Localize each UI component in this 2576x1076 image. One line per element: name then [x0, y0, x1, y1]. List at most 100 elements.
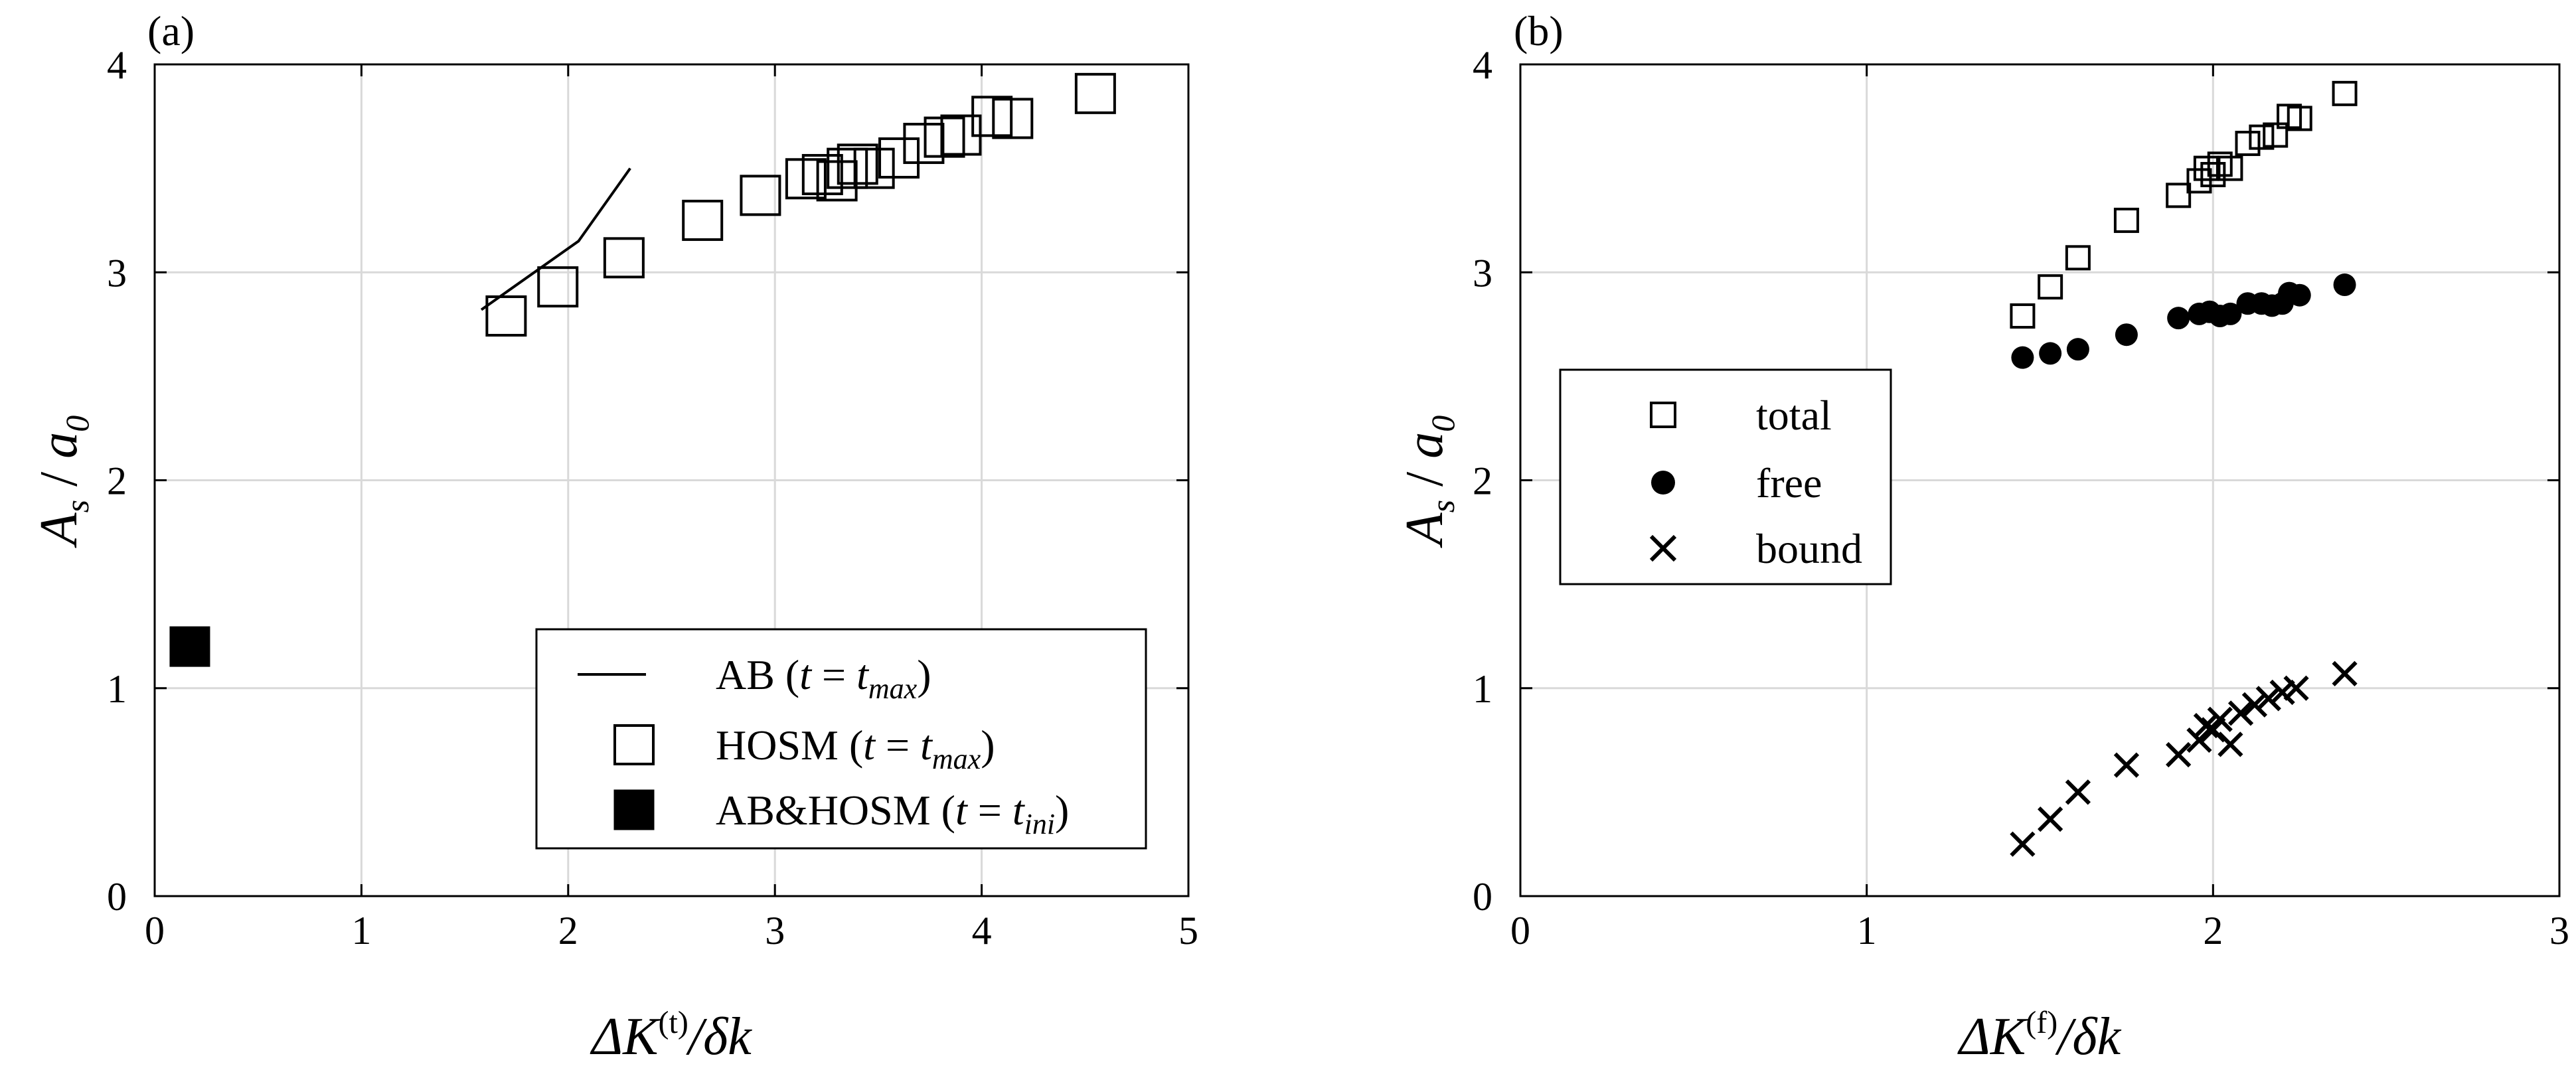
- series-open-square: [2010, 80, 2358, 329]
- data-point: [2235, 131, 2261, 157]
- legend-entry: total: [1756, 392, 1832, 439]
- data-point: [2332, 660, 2358, 686]
- x-tick-label: 1: [351, 909, 371, 953]
- data-point: [537, 266, 579, 308]
- legend-marker-icon: [1650, 402, 1676, 428]
- x-axis-label: ΔK(f)/δk: [1957, 1005, 2122, 1066]
- data-point: [1074, 72, 1116, 114]
- data-point: [2217, 731, 2243, 757]
- y-tick-label: 1: [107, 667, 127, 711]
- series-filled-square: [169, 626, 210, 667]
- data-point: [853, 147, 895, 189]
- data-point: [2167, 307, 2190, 330]
- data-point: [924, 116, 965, 158]
- legend-entry: bound: [1756, 525, 1862, 572]
- data-point: [878, 137, 920, 179]
- x-tick-label: 3: [765, 909, 785, 953]
- x-tick-label: 5: [1178, 909, 1198, 953]
- data-point: [603, 237, 645, 279]
- series-line: [480, 167, 631, 311]
- data-point: [2113, 752, 2140, 778]
- data-point: [2227, 700, 2254, 726]
- data-point: [169, 626, 210, 667]
- x-tick-label: 4: [972, 909, 992, 953]
- y-tick-label: 0: [107, 875, 127, 919]
- data-point: [2288, 283, 2311, 307]
- series-open-square: [485, 72, 1116, 337]
- data-point: [2065, 245, 2091, 271]
- data-point: [740, 175, 781, 216]
- legend-box: [535, 628, 1147, 850]
- panel-label: (b): [1514, 7, 1564, 54]
- x-tick-label: 3: [2549, 909, 2569, 953]
- x-tick-label: 2: [558, 909, 578, 953]
- data-point: [2287, 106, 2312, 131]
- series-line: [480, 167, 631, 311]
- legend-marker-icon: [613, 789, 655, 830]
- data-point: [682, 199, 724, 241]
- legend-marker-icon: [613, 724, 655, 765]
- y-axis-label: As / a0: [1396, 416, 1461, 549]
- data-point: [2038, 806, 2063, 832]
- y-axis-label: As / a0: [30, 416, 96, 549]
- data-point: [2219, 302, 2242, 325]
- data-point: [837, 143, 878, 185]
- y-tick-label: 1: [1473, 667, 1492, 711]
- data-point: [2066, 338, 2089, 361]
- legend-marker-icon: [1651, 471, 1675, 495]
- data-point: [2065, 779, 2091, 805]
- data-point: [2166, 741, 2192, 768]
- data-point: [2269, 679, 2295, 706]
- data-point: [2039, 342, 2062, 365]
- data-point: [785, 158, 827, 200]
- data-point: [2249, 124, 2275, 150]
- panel-b: 0 1 2 3 0 1 2 3 4 (b) ΔK(f)/δk As / a0 total free boun…: [1396, 7, 2569, 1066]
- data-point: [801, 154, 843, 196]
- panel-a: 0 1 2 3 4 5 0 1 2 3 4 (a) ΔK(t)/δk As / a0 AB (t = tma…: [30, 7, 1198, 1066]
- series-filled-circle: [2011, 273, 2356, 369]
- data-point: [2113, 207, 2139, 233]
- legend-marker-icon: [1649, 534, 1677, 562]
- data-point: [2332, 80, 2358, 106]
- x-axis-label: ΔK(t)/δk: [590, 1005, 752, 1066]
- data-point: [2207, 706, 2233, 732]
- data-point: [2186, 727, 2212, 753]
- y-tick-label: 2: [1473, 459, 1492, 503]
- y-tick-label: 3: [107, 251, 127, 295]
- data-point: [2010, 831, 2036, 857]
- legend-box: [1559, 368, 1892, 585]
- series-x: [2010, 660, 2358, 857]
- y-tick-label: 3: [1473, 251, 1492, 295]
- data-point: [2193, 155, 2219, 181]
- data-point: [992, 98, 1034, 139]
- legend: total free bound: [1559, 368, 1892, 585]
- data-point: [485, 295, 527, 337]
- data-point: [2241, 692, 2268, 718]
- legend-entry: HOSM (t = tmax): [716, 722, 995, 775]
- x-tick-label: 0: [145, 909, 165, 953]
- x-tick-label: 0: [1510, 909, 1530, 953]
- legend: AB (t = tmax) HOSM (t = tmax) AB&HOSM (t =…: [535, 628, 1147, 850]
- data-point: [2115, 323, 2138, 346]
- data-point: [2011, 346, 2034, 369]
- panel-label: (a): [147, 7, 195, 54]
- legend-entry: AB&HOSM (t = tini): [716, 787, 1069, 840]
- data-point: [2263, 122, 2289, 148]
- data-point: [827, 147, 868, 189]
- legend-entry: AB (t = tmax): [716, 651, 931, 705]
- x-tick-label: 2: [2203, 909, 2223, 953]
- data-point: [2166, 183, 2192, 208]
- data-point: [2038, 274, 2063, 300]
- data-point: [2333, 273, 2356, 297]
- data-point: [2255, 686, 2281, 712]
- x-tick-label: 1: [1857, 909, 1877, 953]
- legend-entry: free: [1756, 459, 1822, 506]
- data-point: [2283, 675, 2309, 701]
- y-tick-label: 4: [107, 43, 127, 87]
- data-point: [2217, 155, 2243, 181]
- y-tick-label: 2: [107, 459, 127, 503]
- y-tick-label: 0: [1473, 875, 1492, 919]
- y-tick-label: 4: [1473, 43, 1492, 87]
- data-point: [2010, 303, 2036, 329]
